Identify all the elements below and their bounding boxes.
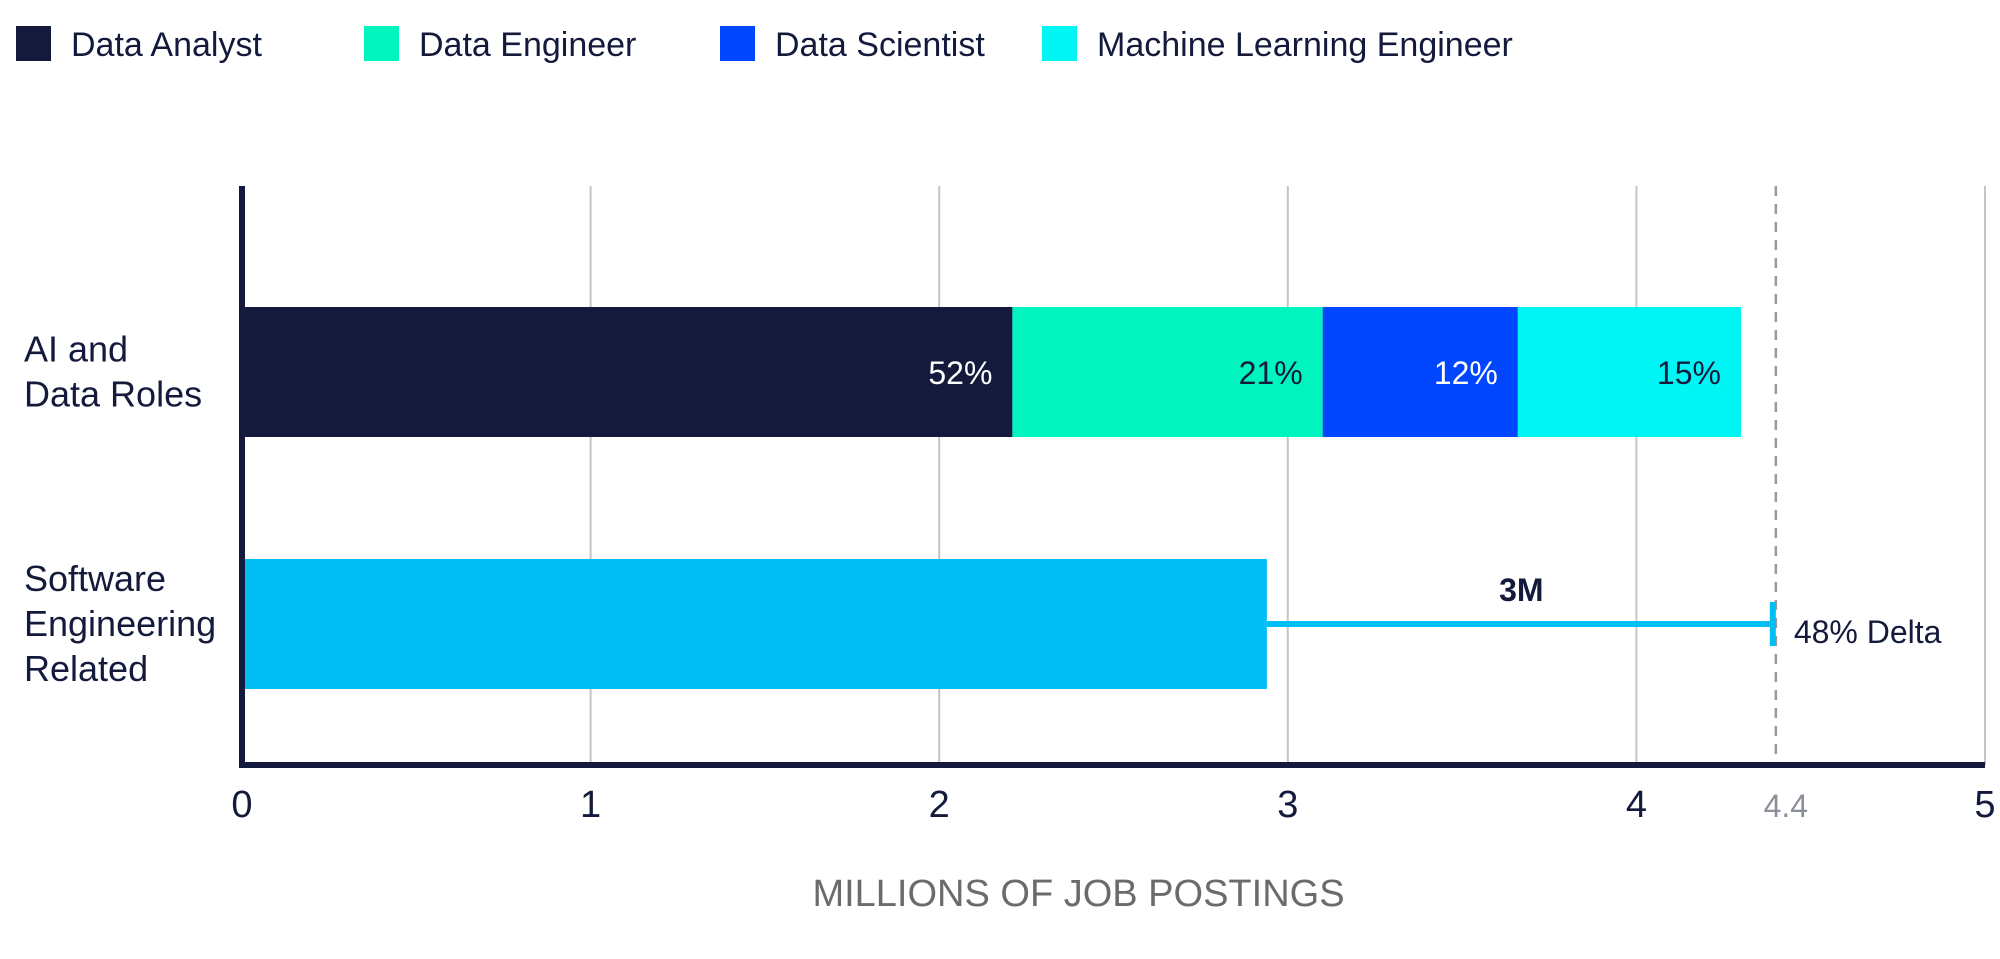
legend-label: Data Scientist — [775, 26, 985, 64]
bar-segment-label: 15% — [1657, 355, 1721, 391]
category-label: AI and — [24, 329, 128, 370]
x-tick-label: 5 — [1974, 784, 1995, 826]
x-tick-label: 0 — [231, 784, 252, 826]
delta-label: 48% Delta — [1794, 614, 1942, 650]
x-axis-title: MILLIONS OF JOB POSTINGS — [812, 873, 1344, 915]
bar-segment — [1012, 307, 1323, 437]
x-tick-label: 3 — [1277, 784, 1298, 826]
bar-segment — [242, 559, 1267, 689]
bar-segment-label: 52% — [928, 355, 992, 391]
bar-segment-label: 12% — [1434, 355, 1498, 391]
legend-swatch — [720, 26, 755, 61]
x-tick-label: 1 — [580, 784, 601, 826]
legend-swatch — [364, 26, 399, 61]
legend-swatch — [1042, 26, 1077, 61]
legend-label: Data Analyst — [71, 26, 262, 64]
bar-segment — [1517, 307, 1741, 437]
reference-tick-label: 4.4 — [1764, 788, 1808, 824]
category-label: Engineering — [24, 603, 216, 644]
gap-label: 3M — [1499, 572, 1543, 608]
bar-segment-label: 21% — [1239, 355, 1303, 391]
category-label: Software — [24, 558, 166, 599]
x-tick-label: 4 — [1626, 784, 1647, 826]
bar-segment — [242, 307, 1013, 437]
bar-segment — [1322, 307, 1518, 437]
legend-swatch — [16, 26, 51, 61]
category-label: Related — [24, 648, 148, 689]
legend-label: Machine Learning Engineer — [1097, 26, 1513, 64]
x-tick-label: 2 — [929, 784, 950, 826]
legend-label: Data Engineer — [419, 26, 636, 64]
category-label: Data Roles — [24, 374, 202, 415]
